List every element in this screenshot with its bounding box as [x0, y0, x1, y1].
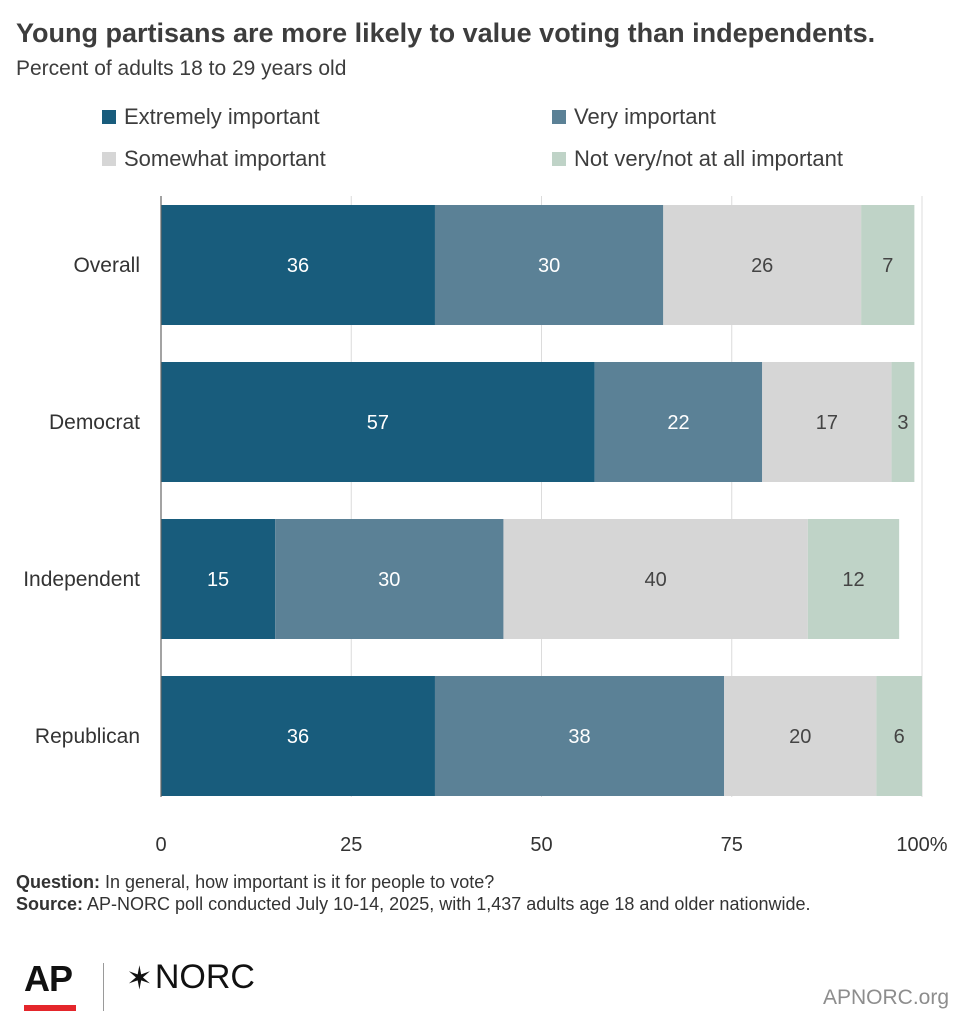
data-label: 30	[378, 569, 400, 591]
data-label: 12	[842, 569, 864, 591]
legend-item-extremely: Extremely important	[102, 104, 320, 130]
x-tick-label: 0	[155, 834, 166, 856]
bar-segment-extremely	[161, 362, 595, 482]
stacked-bar-chart: 36 30 26 7 57 22 17 3 15 30 40 12 36 38 20 6 0 25 50 75 100…	[23, 196, 948, 856]
bar-segment-somewhat	[503, 519, 808, 639]
bar-segment-somewhat	[663, 205, 862, 325]
x-tick-label: 75	[721, 834, 743, 856]
category-label: Democrat	[49, 411, 140, 434]
norc-logo-text: NORC	[154, 958, 255, 996]
legend-label-not-very: Not very/not at all important	[574, 146, 844, 171]
bar-segment-not-very	[807, 519, 900, 639]
data-label: 38	[568, 726, 590, 748]
category-label: Independent	[23, 568, 140, 591]
site-link[interactable]: APNORC.org	[822, 986, 949, 1009]
x-tick-label: 25	[340, 834, 362, 856]
category-labels: Overall Democrat Independent Republican	[23, 254, 140, 748]
question-text: In general, how important is it for peop…	[100, 872, 495, 892]
bar-segment-very	[434, 205, 664, 325]
ap-logo-underline	[24, 1005, 76, 1011]
data-label: 22	[667, 412, 689, 434]
data-label: 30	[538, 255, 560, 277]
legend-label-somewhat: Somewhat important	[124, 146, 326, 171]
bar-segment-extremely	[161, 676, 435, 796]
x-tick-label: 100%	[896, 834, 947, 856]
data-label: 20	[789, 726, 811, 748]
data-label: 26	[751, 255, 773, 277]
data-label: 17	[816, 412, 838, 434]
source-text: AP-NORC poll conducted July 10-14, 2025,…	[83, 894, 811, 914]
bar-segment-somewhat	[762, 362, 892, 482]
bar-segment-very	[434, 676, 725, 796]
data-label: 6	[894, 726, 905, 748]
source-note: Source: AP-NORC poll conducted July 10-1…	[16, 893, 936, 915]
norc-star-icon: ✶	[126, 959, 153, 996]
bars: 36 30 26 7 57 22 17 3 15 30 40 12 36 38 20 6	[161, 205, 922, 796]
chart-title: Young partisans are more likely to value…	[16, 18, 876, 48]
question-note: Question: In general, how important is i…	[16, 871, 936, 893]
data-label: 36	[287, 255, 309, 277]
bar-segment-not-very	[876, 676, 922, 796]
legend-label-extremely: Extremely important	[124, 104, 320, 129]
data-label: 7	[882, 255, 893, 277]
data-label: 3	[897, 412, 908, 434]
bar-segment-not-very	[891, 362, 915, 482]
logo-divider	[103, 963, 104, 1011]
data-label: 40	[645, 569, 667, 591]
x-axis: 0 25 50 75 100%	[155, 196, 948, 856]
category-label: Republican	[35, 725, 140, 748]
bar-segment-somewhat	[724, 676, 877, 796]
norc-logo: ✶ NORC	[126, 958, 255, 997]
bar-segment-very	[594, 362, 763, 482]
data-label: 57	[367, 412, 389, 434]
bar-segment-not-very	[861, 205, 915, 325]
bar-segment-extremely	[161, 519, 276, 639]
bar-segment-extremely	[161, 205, 435, 325]
chart-subtitle: Percent of adults 18 to 29 years old	[16, 57, 347, 80]
legend-swatch-very	[552, 110, 566, 124]
legend-item-somewhat: Somewhat important	[102, 146, 326, 172]
legend-swatch-extremely	[102, 110, 116, 124]
legend-label-very: Very important	[574, 104, 716, 129]
data-label: 36	[287, 726, 309, 748]
legend-item-not-very: Not very/not at all important	[552, 146, 843, 172]
legend-item-very: Very important	[552, 104, 716, 130]
legend-swatch-somewhat	[102, 152, 116, 166]
x-tick-label: 50	[530, 834, 552, 856]
legend-swatch-not-very	[552, 152, 566, 166]
chart-notes: Question: In general, how important is i…	[16, 871, 936, 915]
question-label: Question:	[16, 872, 100, 892]
source-label: Source:	[16, 894, 84, 914]
bar-segment-very	[275, 519, 504, 639]
data-label: 15	[207, 569, 229, 591]
category-label: Overall	[73, 254, 140, 277]
ap-logo: AP	[24, 958, 73, 999]
